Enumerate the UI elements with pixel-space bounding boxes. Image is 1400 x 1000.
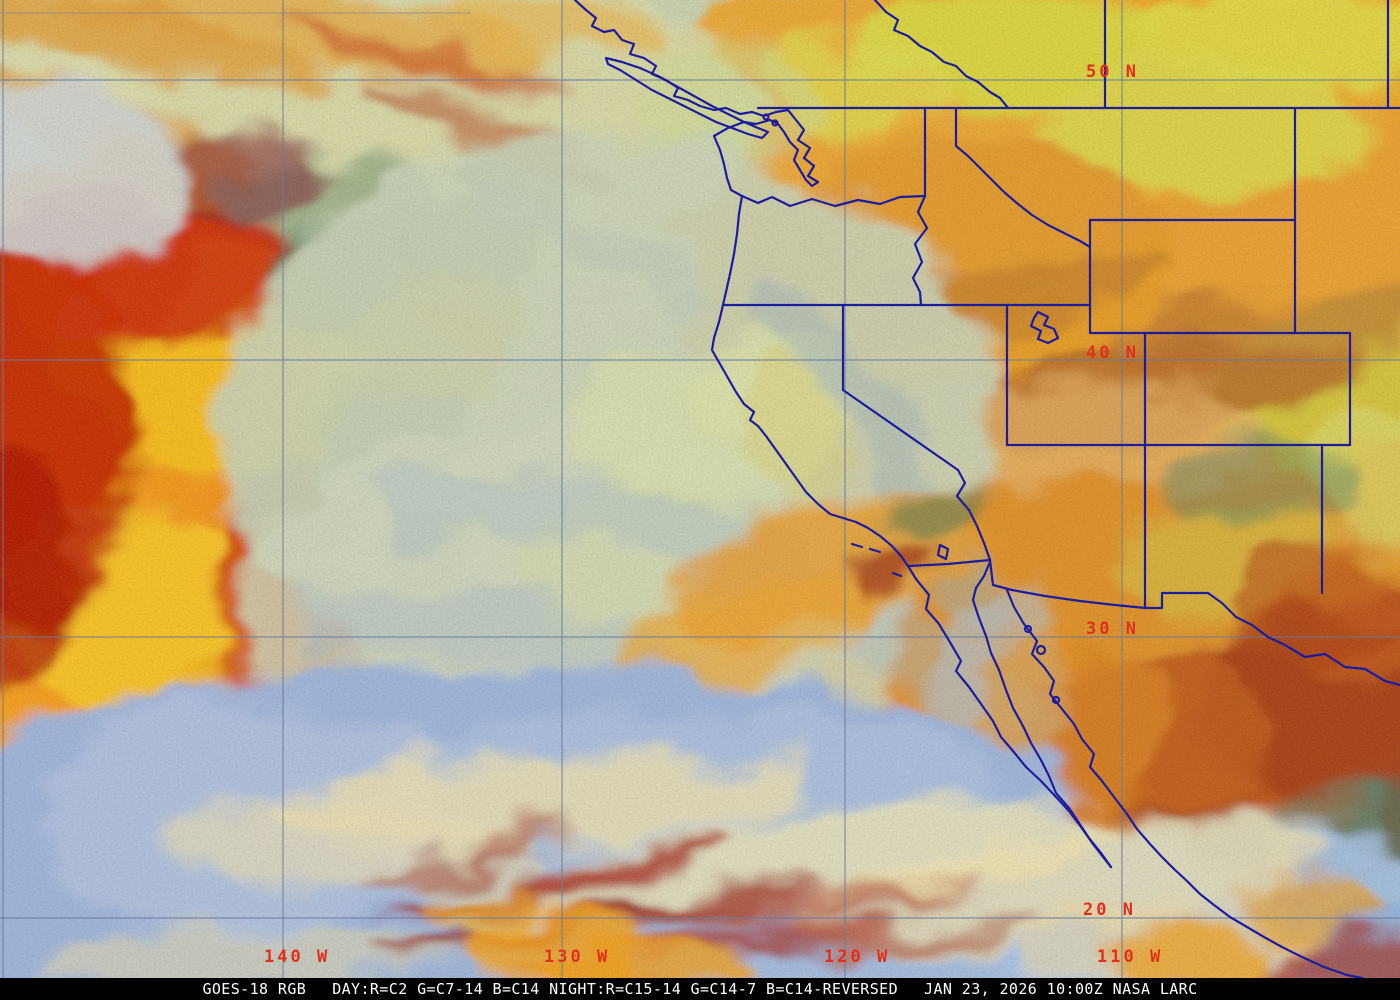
lat-label-30n: 30 N xyxy=(1086,619,1139,639)
coastline-oregon-california xyxy=(710,194,910,568)
border-california-nevada-diagonal xyxy=(841,388,960,472)
lon-label-130w: 130 W xyxy=(544,947,610,967)
gulf-island-bc xyxy=(771,119,779,127)
border-arizona-mexico xyxy=(988,558,1147,610)
channel-islands xyxy=(850,542,903,578)
lat-label-50n: 50 N xyxy=(1086,62,1139,82)
coastline-baja-east-gulf xyxy=(971,560,1113,869)
lat-label-20n: 20 N xyxy=(1083,900,1136,920)
border-idaho-montana xyxy=(954,106,1092,249)
border-california-mexico xyxy=(906,558,992,568)
lat-label-40n: 40 N xyxy=(1086,343,1139,363)
border-colorado-river xyxy=(955,468,992,562)
vancouver-island xyxy=(604,56,770,140)
lon-label-110w: 110 W xyxy=(1097,947,1163,967)
satellite-imagery xyxy=(0,0,1400,978)
map-boundaries xyxy=(573,0,1400,978)
border-rio-grande xyxy=(1206,591,1400,687)
grain-overlay-light xyxy=(0,0,1400,978)
lon-label-120w: 120 W xyxy=(824,947,890,967)
gulf-island xyxy=(1051,695,1061,705)
coastline-washington xyxy=(712,120,746,198)
isla-angel xyxy=(1023,624,1033,634)
coastline-puget-sound xyxy=(742,108,820,188)
coordinate-labels: 50 N 40 N 30 N 20 N 140 W 130 W 120 W 11… xyxy=(264,62,1163,967)
channel-recipe: DAY:R=C2 G=C7-14 B=C14 NIGHT:R=C15-14 G=… xyxy=(332,980,899,998)
san-juan-island xyxy=(762,113,770,121)
timestamp: JAN 23, 2026 10:00Z NASA LARC xyxy=(924,980,1198,998)
border-wa-oregon-columbia-river xyxy=(740,194,927,208)
status-bar: GOES-18 RGB DAY:R=C2 G=C7-14 B=C14 NIGHT… xyxy=(0,978,1400,1000)
border-new-mexico-mexico xyxy=(1143,591,1210,610)
product-name: GOES-18 RGB xyxy=(202,980,307,998)
great-salt-lake xyxy=(1029,310,1060,345)
satellite-map-canvas: 50 N 40 N 30 N 20 N 140 W 130 W 120 W 11… xyxy=(0,0,1400,978)
isla-tiburon xyxy=(1035,644,1047,656)
coastline-mexico-mainland xyxy=(1005,588,1364,978)
border-oregon-idaho-snake-river xyxy=(911,194,929,307)
lon-label-140w: 140 W xyxy=(264,947,330,967)
graticule xyxy=(0,0,1400,978)
border-bc-alberta xyxy=(873,0,1010,110)
salton-sea xyxy=(936,543,950,561)
